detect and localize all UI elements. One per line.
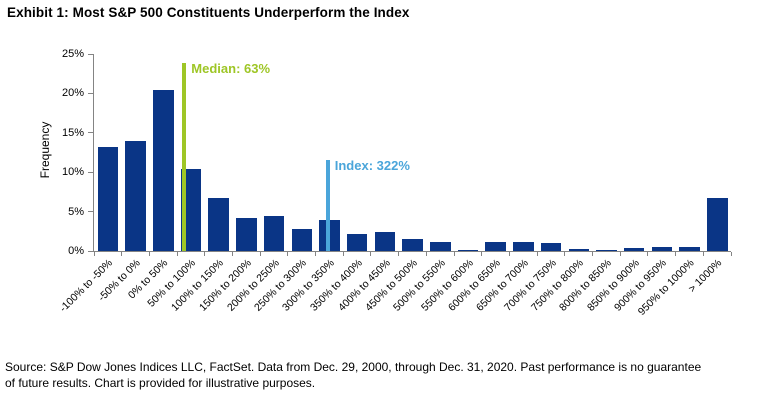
y-tick-mark	[88, 171, 93, 173]
bar-750% to 800%	[568, 248, 590, 251]
median-label: Median: 63%	[191, 60, 271, 76]
x-tick-mark	[259, 252, 261, 256]
bar-slot	[426, 54, 454, 251]
x-tick-mark	[342, 252, 344, 256]
plot-area: 0% 5% 10% 15% 20% 25% Median: 63% Index: 322%	[62, 48, 732, 257]
bar-slot	[177, 54, 205, 251]
x-tick-mark	[204, 252, 206, 256]
bar-900% to 950%	[651, 247, 673, 251]
bar-800% to 850%	[596, 250, 617, 251]
bar-slot	[565, 54, 593, 251]
y-tick-label: 0%	[68, 245, 84, 257]
bar-slot	[648, 54, 676, 251]
bar-650% to 700%	[513, 242, 534, 251]
bar-slot	[510, 54, 538, 251]
bar-slot	[620, 54, 648, 251]
bar-550% to 600%	[457, 250, 479, 251]
x-tick-mark	[176, 252, 178, 256]
bar-850% to 900%	[623, 247, 645, 251]
x-tick-mark	[730, 252, 732, 256]
bar-400% to 450%	[374, 232, 396, 251]
bar-slot	[149, 54, 177, 251]
x-tick-mark	[121, 252, 123, 256]
x-tick-mark	[148, 252, 150, 256]
y-tick-mark	[88, 132, 93, 134]
x-tick-mark	[315, 252, 317, 256]
bar-450% to 500%	[402, 239, 423, 251]
bar-slot	[122, 54, 150, 251]
x-tick-mark	[398, 252, 400, 256]
bar-200% to 250%	[263, 216, 285, 251]
bar-series	[94, 54, 731, 251]
x-tick-mark	[675, 252, 677, 256]
x-tick-mark	[702, 252, 704, 256]
median-line	[182, 62, 187, 251]
bar--100% to -50%	[97, 146, 119, 251]
bar-> 1000%	[707, 198, 728, 251]
bar-700% to 750%	[540, 243, 562, 251]
x-tick-mark	[508, 252, 510, 256]
y-tick-label: 15%	[61, 126, 84, 139]
bar-950% to 1000%	[679, 247, 700, 251]
y-tick-label: 5%	[68, 205, 84, 218]
x-tick-mark	[592, 252, 594, 256]
y-tick-label: 20%	[61, 87, 84, 100]
x-tick-mark	[231, 252, 233, 256]
x-tick-mark	[453, 252, 455, 256]
bar-slot	[593, 54, 621, 251]
bar-slot	[94, 54, 122, 251]
y-tick-mark	[88, 211, 93, 213]
x-tick-mark	[425, 252, 427, 256]
bar-slot	[537, 54, 565, 251]
x-tick-mark	[536, 252, 538, 256]
y-tick-label: 25%	[61, 48, 84, 60]
x-tick-mark	[370, 252, 372, 256]
bar-slot	[454, 54, 482, 251]
bar-slot	[288, 54, 316, 251]
bar-slot	[343, 54, 371, 251]
x-tick-mark	[93, 252, 95, 256]
bar-slot	[260, 54, 288, 251]
bar-250% to 300%	[291, 228, 313, 251]
x-tick-mark	[647, 252, 649, 256]
y-tick-label: 10%	[61, 166, 84, 179]
bar-0% to 50%	[153, 90, 174, 251]
bar-500% to 550%	[430, 242, 451, 251]
y-tick-mark	[88, 53, 93, 55]
bar-slot	[703, 54, 731, 251]
bar-100% to 150%	[208, 198, 229, 251]
x-tick-mark	[619, 252, 621, 256]
index-line	[325, 159, 330, 251]
bar--50% to 0%	[125, 140, 146, 251]
bar-slot	[371, 54, 399, 251]
y-tick-mark	[88, 92, 93, 94]
bar-slot	[205, 54, 233, 251]
bar-slot	[676, 54, 704, 251]
bar-600% to 650%	[485, 242, 506, 251]
x-axis-labels: -100% to -50% -50% to 0% 0% to 50% 50% to 1…	[58, 252, 730, 347]
source-note: Source: S&P Dow Jones Indices LLC, FactS…	[5, 360, 757, 391]
bar-slot	[233, 54, 261, 251]
x-tick-mark	[564, 252, 566, 256]
bar-350% to 400%	[346, 233, 368, 251]
bar-slot	[399, 54, 427, 251]
bar-slot	[482, 54, 510, 251]
chart-title: Exhibit 1: Most S&P 500 Constituents Und…	[7, 5, 410, 20]
source-line-1: Source: S&P Dow Jones Indices LLC, FactS…	[5, 360, 702, 374]
source-line-2: of future results. Chart is provided for…	[5, 375, 316, 390]
bar-150% to 200%	[236, 217, 257, 251]
x-tick-mark	[481, 252, 483, 256]
x-tick-mark	[287, 252, 289, 256]
index-label: Index: 322%	[334, 157, 410, 173]
y-tick-mark	[88, 250, 93, 252]
